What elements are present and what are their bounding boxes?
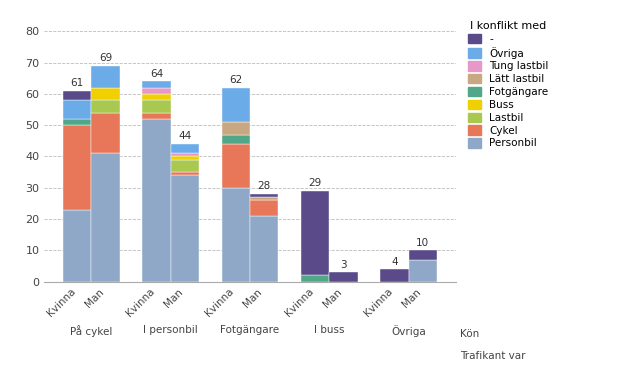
Text: 64: 64	[150, 69, 163, 79]
Text: Trafikant var: Trafikant var	[460, 351, 525, 361]
Legend: -, Övriga, Tung lastbil, Lätt lastbil, Fotgängare, Buss, Lastbil, Cykel, Personb: -, Övriga, Tung lastbil, Lätt lastbil, F…	[465, 18, 551, 152]
Text: 4: 4	[391, 256, 398, 267]
Bar	[142, 81, 171, 88]
Bar	[142, 100, 171, 113]
Bar	[171, 156, 199, 160]
Bar	[222, 122, 250, 135]
Bar	[92, 66, 120, 88]
Text: 62: 62	[229, 75, 242, 85]
Bar	[222, 188, 250, 282]
Bar	[142, 113, 171, 119]
Bar	[63, 125, 92, 210]
Bar	[63, 119, 92, 125]
Text: 69: 69	[99, 53, 112, 63]
Bar	[408, 260, 437, 282]
Bar	[222, 135, 250, 144]
Text: 10: 10	[417, 238, 429, 248]
Bar	[142, 119, 171, 282]
Text: Övriga: Övriga	[391, 325, 426, 337]
Bar	[171, 160, 199, 172]
Bar	[142, 94, 171, 100]
Bar	[250, 197, 279, 200]
Bar	[92, 113, 120, 153]
Text: 61: 61	[71, 78, 84, 88]
Text: 44: 44	[179, 131, 192, 142]
Bar	[222, 88, 250, 122]
Bar	[171, 172, 199, 175]
Bar	[408, 250, 437, 260]
Bar	[250, 216, 279, 282]
Bar	[171, 175, 199, 282]
Text: I buss: I buss	[314, 325, 344, 335]
Bar	[92, 88, 120, 100]
Bar	[380, 269, 408, 282]
Bar	[329, 272, 358, 282]
Text: Fotgängare: Fotgängare	[220, 325, 280, 335]
Text: I personbil: I personbil	[144, 325, 198, 335]
Text: 29: 29	[308, 178, 322, 188]
Bar	[171, 144, 199, 153]
Bar	[63, 100, 92, 119]
Text: Kön: Kön	[460, 329, 479, 339]
Text: På cykel: På cykel	[70, 325, 113, 337]
Bar	[92, 153, 120, 282]
Bar	[63, 210, 92, 282]
Bar	[142, 88, 171, 94]
Text: 3: 3	[340, 260, 347, 270]
Text: 28: 28	[258, 181, 271, 192]
Bar	[301, 275, 329, 282]
Bar	[171, 153, 199, 156]
Bar	[301, 191, 329, 275]
Bar	[250, 194, 279, 197]
Bar	[250, 200, 279, 216]
Bar	[222, 144, 250, 188]
Bar	[92, 100, 120, 113]
Bar	[63, 91, 92, 100]
